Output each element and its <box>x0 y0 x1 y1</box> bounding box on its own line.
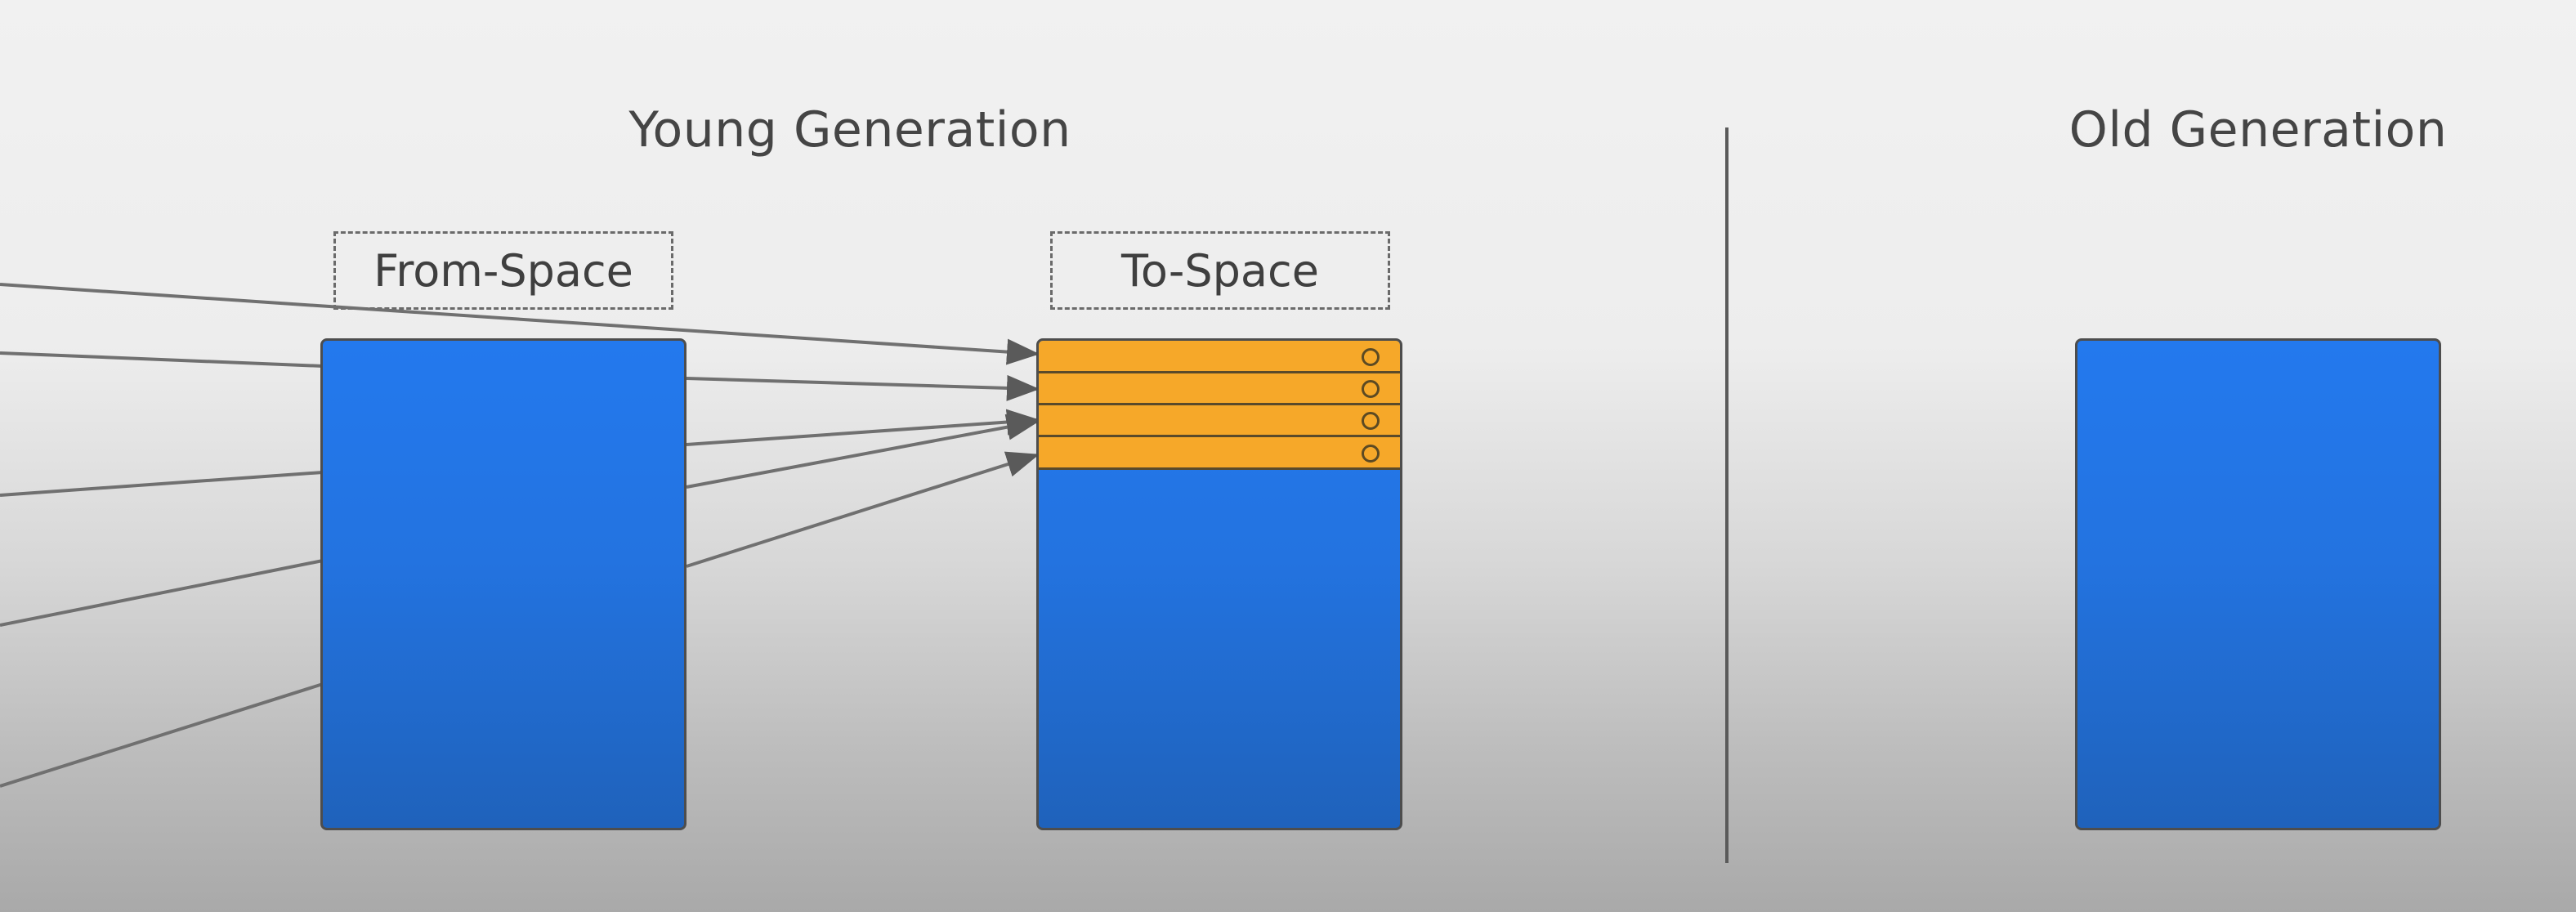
arrow-9 <box>686 451 1040 568</box>
object-marker-icon <box>1362 348 1380 366</box>
from-space-label: From-Space <box>333 231 673 310</box>
allocated-object-slot <box>1039 405 1400 437</box>
object-marker-icon <box>1362 380 1380 398</box>
arrow-6 <box>0 559 324 627</box>
arrow-2 <box>0 351 324 368</box>
arrow-5 <box>686 409 1040 446</box>
arrow-8 <box>0 682 324 788</box>
arrow-3 <box>686 374 1040 401</box>
from-space-region <box>320 338 686 830</box>
to-space-label: To-Space <box>1050 231 1390 310</box>
object-marker-icon <box>1362 412 1380 430</box>
arrow-4 <box>0 471 324 497</box>
old-generation-title: Old Generation <box>2068 101 2448 159</box>
allocated-object-slot <box>1039 373 1400 405</box>
allocated-object-slot <box>1039 341 1400 373</box>
old-generation-region <box>2075 338 2441 830</box>
object-marker-icon <box>1362 445 1380 463</box>
arrow-1 <box>0 283 1040 365</box>
generation-divider <box>1725 127 1729 863</box>
young-generation-title: Young Generation <box>628 101 1071 159</box>
to-space-region <box>1036 338 1402 830</box>
allocated-object-slot <box>1039 437 1400 470</box>
arrow-7 <box>686 414 1040 489</box>
